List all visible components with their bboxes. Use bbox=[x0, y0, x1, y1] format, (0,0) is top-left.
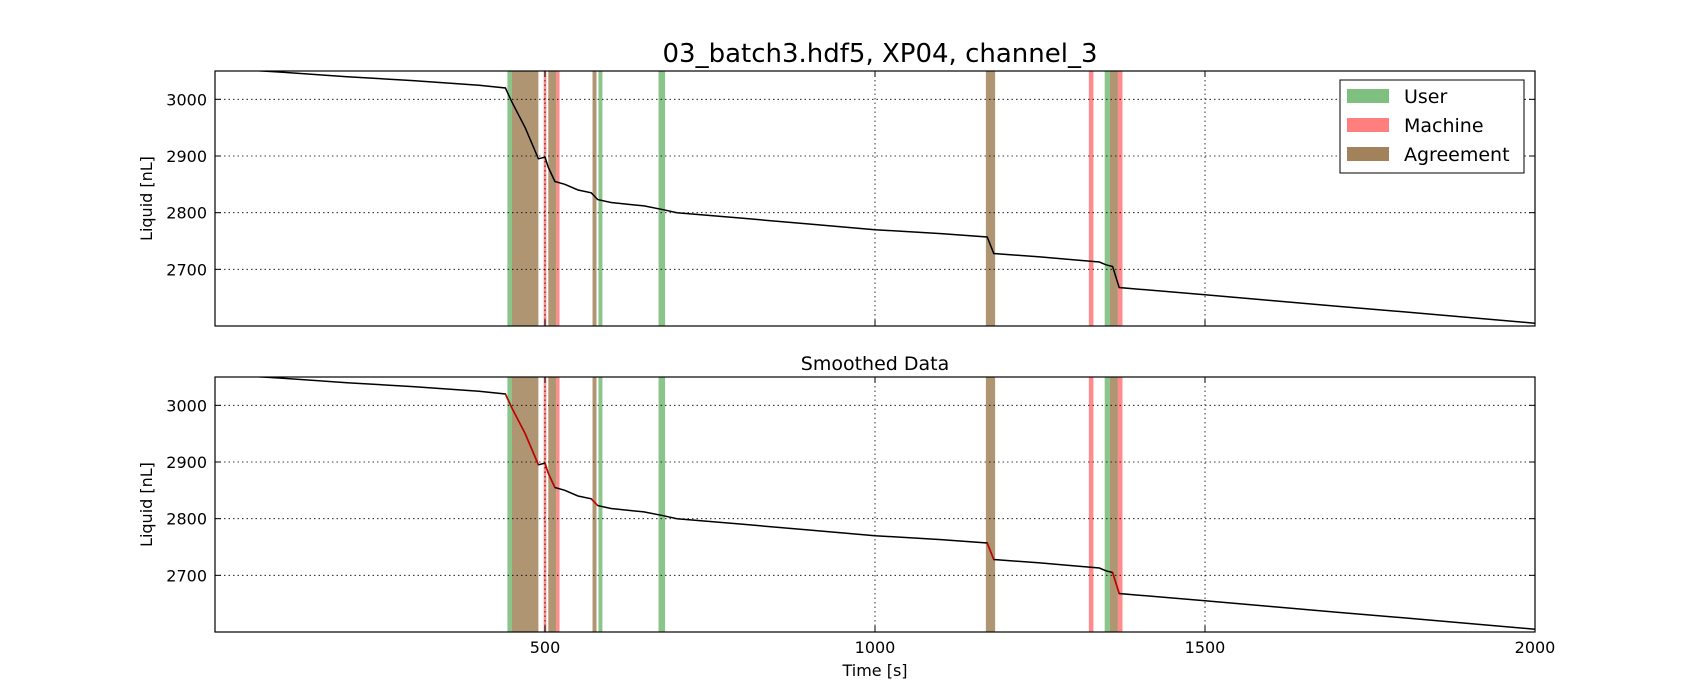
x-tick-label: 1500 bbox=[1185, 638, 1226, 657]
agreement-span bbox=[1109, 377, 1118, 632]
agreement-span bbox=[592, 71, 597, 326]
machine-span bbox=[556, 377, 560, 632]
agreement-span bbox=[592, 377, 597, 632]
raw-data-panel: 2700 2800 2900 3000 Liquid [nL] bbox=[137, 70, 1536, 327]
user-span bbox=[598, 71, 603, 326]
x-tick-label: 2000 bbox=[1515, 638, 1556, 657]
liquid-line bbox=[249, 71, 1535, 324]
y-tick-label: 2700 bbox=[166, 566, 207, 585]
panel-title: Smoothed Data bbox=[801, 353, 949, 375]
event-line-segment bbox=[544, 462, 556, 488]
agreement-span bbox=[548, 377, 557, 632]
y-axis-label: Liquid [nL] bbox=[137, 156, 156, 241]
user-span bbox=[507, 377, 512, 632]
y-tick-label: 2900 bbox=[166, 147, 207, 166]
x-tick-label: 1000 bbox=[855, 638, 896, 657]
machine-span bbox=[556, 71, 560, 326]
agreement-span bbox=[985, 71, 996, 326]
machine-span bbox=[1088, 377, 1094, 632]
event-line-segment bbox=[1111, 572, 1120, 594]
figure-title: 03_batch3.hdf5, XP04, channel_3 bbox=[662, 39, 1097, 69]
event-line-segment bbox=[504, 393, 540, 466]
event-line-segment bbox=[986, 542, 995, 560]
user-span bbox=[658, 377, 666, 632]
user-span bbox=[1104, 377, 1110, 632]
liquid-line bbox=[249, 377, 1535, 630]
y-axis-label: Liquid [nL] bbox=[137, 462, 156, 547]
legend-label: Agreement bbox=[1404, 144, 1510, 166]
x-tick-label: 500 bbox=[530, 638, 561, 657]
user-span bbox=[507, 71, 512, 326]
user-span bbox=[598, 377, 603, 632]
agreement-span bbox=[1109, 71, 1118, 326]
annotation-spans bbox=[507, 71, 1123, 326]
machine-span bbox=[1117, 71, 1123, 326]
user-span bbox=[1104, 71, 1110, 326]
agreement-span bbox=[985, 377, 996, 632]
x-axis-label: Time [s] bbox=[841, 661, 907, 680]
event-line-segment bbox=[590, 498, 599, 507]
agreement-span bbox=[512, 71, 539, 326]
legend-label: Machine bbox=[1404, 115, 1484, 137]
legend-swatch bbox=[1347, 147, 1389, 161]
legend-item-user: User bbox=[1347, 86, 1447, 108]
y-tick-label: 2800 bbox=[166, 510, 207, 529]
legend-swatch bbox=[1347, 89, 1389, 103]
y-tick-label: 3000 bbox=[166, 90, 207, 109]
machine-span bbox=[1117, 377, 1123, 632]
smoothed-data-panel: 2700 2800 2900 3000 500 1000 1500 2000 Smoothed … bbox=[137, 353, 1555, 680]
legend-swatch bbox=[1347, 118, 1389, 132]
y-tick-label: 2800 bbox=[166, 204, 207, 223]
annotation-spans bbox=[507, 377, 1123, 632]
agreement-span bbox=[512, 377, 539, 632]
y-tick-label: 2900 bbox=[166, 453, 207, 472]
legend: User Machine Agreement bbox=[1339, 79, 1525, 174]
agreement-span bbox=[548, 71, 557, 326]
y-tick-label: 3000 bbox=[166, 396, 207, 415]
legend-item-machine: Machine bbox=[1347, 115, 1484, 137]
legend-label: User bbox=[1404, 86, 1447, 108]
legend-item-agreement: Agreement bbox=[1347, 144, 1510, 166]
user-span bbox=[658, 71, 666, 326]
machine-span bbox=[1088, 71, 1094, 326]
y-tick-label: 2700 bbox=[166, 260, 207, 279]
